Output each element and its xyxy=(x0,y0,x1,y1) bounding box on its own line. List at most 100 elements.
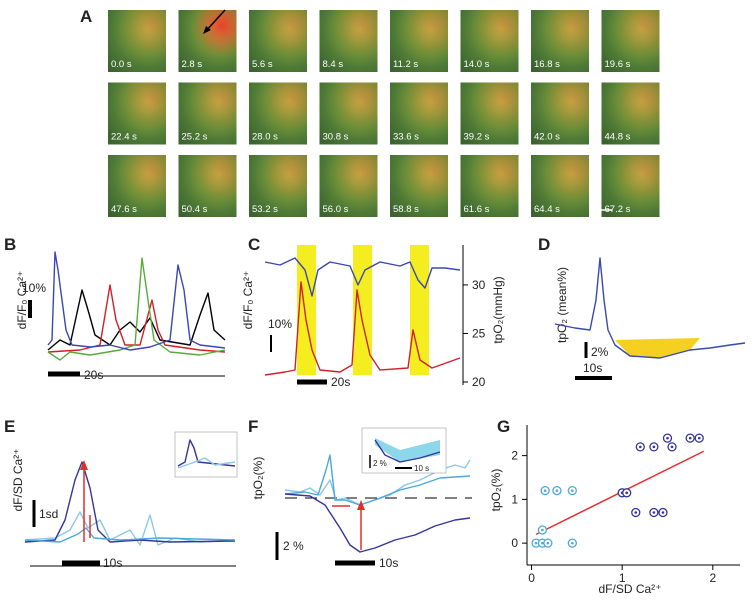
trace xyxy=(47,251,226,351)
point-center xyxy=(541,541,544,545)
trace xyxy=(284,493,471,553)
scale-label: 1sd xyxy=(39,507,58,521)
frame-time: 61.6 s xyxy=(464,204,490,215)
x-tick-label: 0 xyxy=(528,571,535,585)
frame-grid: 0.0 s 2.8 s 5.6 s 8.4 s 11.2 s 14.0 s 16.8 s 19… xyxy=(108,10,660,217)
frame-time: 33.6 s xyxy=(393,132,419,143)
image-overlay xyxy=(601,155,660,217)
scale-label: 20s xyxy=(331,375,350,389)
highlight xyxy=(297,245,316,375)
trace xyxy=(264,281,461,376)
scale-label: 10% xyxy=(22,281,46,295)
frame-time: 11.2 s xyxy=(393,59,418,70)
point-center xyxy=(652,445,656,449)
trace xyxy=(177,457,236,469)
frame-time: 22.4 s xyxy=(111,132,137,143)
frame-time: 58.8 s xyxy=(393,204,419,215)
scale-label: 2 % xyxy=(283,539,304,553)
arrow-head xyxy=(80,460,88,470)
y-label: dF/SD Ca²⁺ xyxy=(11,448,25,511)
image-overlay xyxy=(390,82,448,145)
frame-time: 42.0 s xyxy=(534,132,560,143)
trace xyxy=(177,439,236,467)
inset-area xyxy=(375,438,440,462)
image-overlay xyxy=(390,155,448,217)
image-overlay xyxy=(601,82,660,145)
point-center xyxy=(661,511,665,514)
trace xyxy=(264,257,461,297)
point-center xyxy=(541,528,544,532)
trace xyxy=(24,511,236,546)
y-tick-label: 0 xyxy=(511,536,518,550)
point-center xyxy=(534,541,538,545)
frame-time: 16.8 s xyxy=(534,59,560,70)
image-overlay xyxy=(178,82,237,145)
image-overlay xyxy=(531,10,589,72)
highlight xyxy=(410,245,429,375)
y-tick-label: 1 xyxy=(511,492,518,506)
frame-time: 30.8 s xyxy=(323,132,349,143)
panel-label: C xyxy=(248,235,260,254)
point-center xyxy=(571,489,574,492)
arrow-head xyxy=(203,26,211,34)
y-tick-label: 2 xyxy=(511,449,518,463)
panel-label: A xyxy=(80,7,92,26)
scale-label: 10s xyxy=(103,556,122,570)
x-tick-label: 2 xyxy=(709,571,716,585)
frame-time: 47.6 s xyxy=(111,204,137,215)
axis-ticks: 20 25 30 xyxy=(463,278,486,389)
x-tick-label: 1 xyxy=(619,571,626,585)
image-overlay xyxy=(460,82,519,145)
image-overlay xyxy=(178,155,237,217)
y-label: dF/F₀ Ca²⁺ xyxy=(241,271,255,330)
y-label: tpO₂(%) xyxy=(489,469,503,512)
image-overlay xyxy=(460,155,519,217)
image-overlay xyxy=(319,155,378,217)
frame-time: 67.2 s xyxy=(605,204,631,215)
image-overlay xyxy=(249,10,307,72)
image-overlay xyxy=(319,82,378,145)
image-overlay xyxy=(108,155,166,217)
frame-time: 0.0 s xyxy=(111,59,132,70)
y-label: dF/F₀ Ca²⁺ xyxy=(15,271,29,330)
frame-time: 50.4 s xyxy=(182,204,208,215)
point-center xyxy=(543,489,547,492)
arrow-head xyxy=(357,500,365,510)
panel-label: B xyxy=(4,235,16,254)
point-center xyxy=(670,445,674,449)
panel-label: D xyxy=(538,235,550,254)
point-center xyxy=(634,511,638,514)
frame-time: 2.8 s xyxy=(182,59,203,70)
image-overlay xyxy=(249,155,307,217)
frame-time: 39.2 s xyxy=(464,132,490,143)
panel-label: G xyxy=(497,417,510,436)
point-center xyxy=(666,436,669,440)
y2-label: tpO₂(mmHg) xyxy=(491,276,505,343)
image-overlay xyxy=(460,10,519,72)
point-center xyxy=(697,436,701,440)
point-center xyxy=(546,541,550,545)
frame-time: 64.4 s xyxy=(534,204,560,215)
point-center xyxy=(638,445,642,449)
frame-time: 8.4 s xyxy=(323,59,344,70)
point-center xyxy=(555,489,559,492)
image-overlay xyxy=(178,10,237,72)
scale-label: 10s xyxy=(379,556,398,570)
scatter-plot: 0 1 2 0 1 2 xyxy=(511,425,740,585)
scale-label: 10 s xyxy=(414,464,429,473)
frame-time: 44.8 s xyxy=(605,132,631,143)
image-overlay xyxy=(108,10,166,72)
panel-label: F xyxy=(248,417,258,436)
trace xyxy=(24,461,236,543)
y-label: tpO₂ (mean%) xyxy=(555,267,569,343)
point-center xyxy=(625,491,629,495)
y2-tick-label: 20 xyxy=(472,375,486,389)
scale-label: 10s xyxy=(583,361,602,375)
scale-label: 20s xyxy=(84,368,103,382)
scale-label: 2% xyxy=(591,345,609,359)
point-center xyxy=(652,511,656,514)
point-center xyxy=(688,436,692,440)
trace xyxy=(374,439,441,463)
y2-tick-label: 25 xyxy=(472,326,486,340)
